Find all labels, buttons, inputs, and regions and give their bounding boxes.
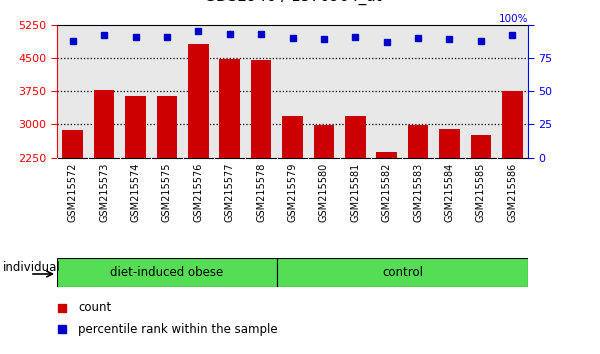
Text: GSM215577: GSM215577 [224, 162, 235, 222]
Text: GSM215579: GSM215579 [287, 162, 298, 222]
Bar [314, 125, 334, 158]
Bar [345, 116, 365, 158]
FancyBboxPatch shape [277, 258, 528, 287]
Text: GSM215576: GSM215576 [193, 162, 203, 222]
Text: GSM215578: GSM215578 [256, 162, 266, 222]
Text: diet-induced obese: diet-induced obese [110, 266, 224, 279]
Text: GSM215580: GSM215580 [319, 162, 329, 222]
Text: GSM215586: GSM215586 [508, 162, 517, 222]
Text: GSM215585: GSM215585 [476, 162, 486, 222]
Bar [282, 116, 303, 158]
FancyBboxPatch shape [57, 258, 277, 287]
Bar [62, 130, 83, 158]
Text: count: count [78, 302, 112, 314]
Text: GSM215583: GSM215583 [413, 162, 423, 222]
Text: control: control [382, 266, 423, 279]
Bar [439, 129, 460, 158]
Bar [157, 96, 177, 158]
Text: GSM215574: GSM215574 [131, 162, 140, 222]
Text: GSM215575: GSM215575 [162, 162, 172, 222]
Text: GSM215572: GSM215572 [68, 162, 78, 222]
Bar [470, 135, 491, 158]
Text: 100%: 100% [499, 14, 528, 24]
Text: GSM215573: GSM215573 [99, 162, 109, 222]
Bar [376, 152, 397, 158]
Bar [125, 96, 146, 158]
Bar [94, 90, 115, 158]
Bar [502, 91, 523, 158]
Bar [408, 125, 428, 158]
Bar [251, 60, 271, 158]
Text: GDS2946 / 1370904_at: GDS2946 / 1370904_at [203, 0, 382, 5]
Text: GSM215582: GSM215582 [382, 162, 392, 222]
Text: GSM215584: GSM215584 [445, 162, 455, 222]
Bar [220, 59, 240, 158]
Text: individual: individual [3, 261, 61, 274]
Text: GSM215581: GSM215581 [350, 162, 360, 222]
Bar [188, 44, 209, 158]
Text: percentile rank within the sample: percentile rank within the sample [78, 323, 278, 336]
